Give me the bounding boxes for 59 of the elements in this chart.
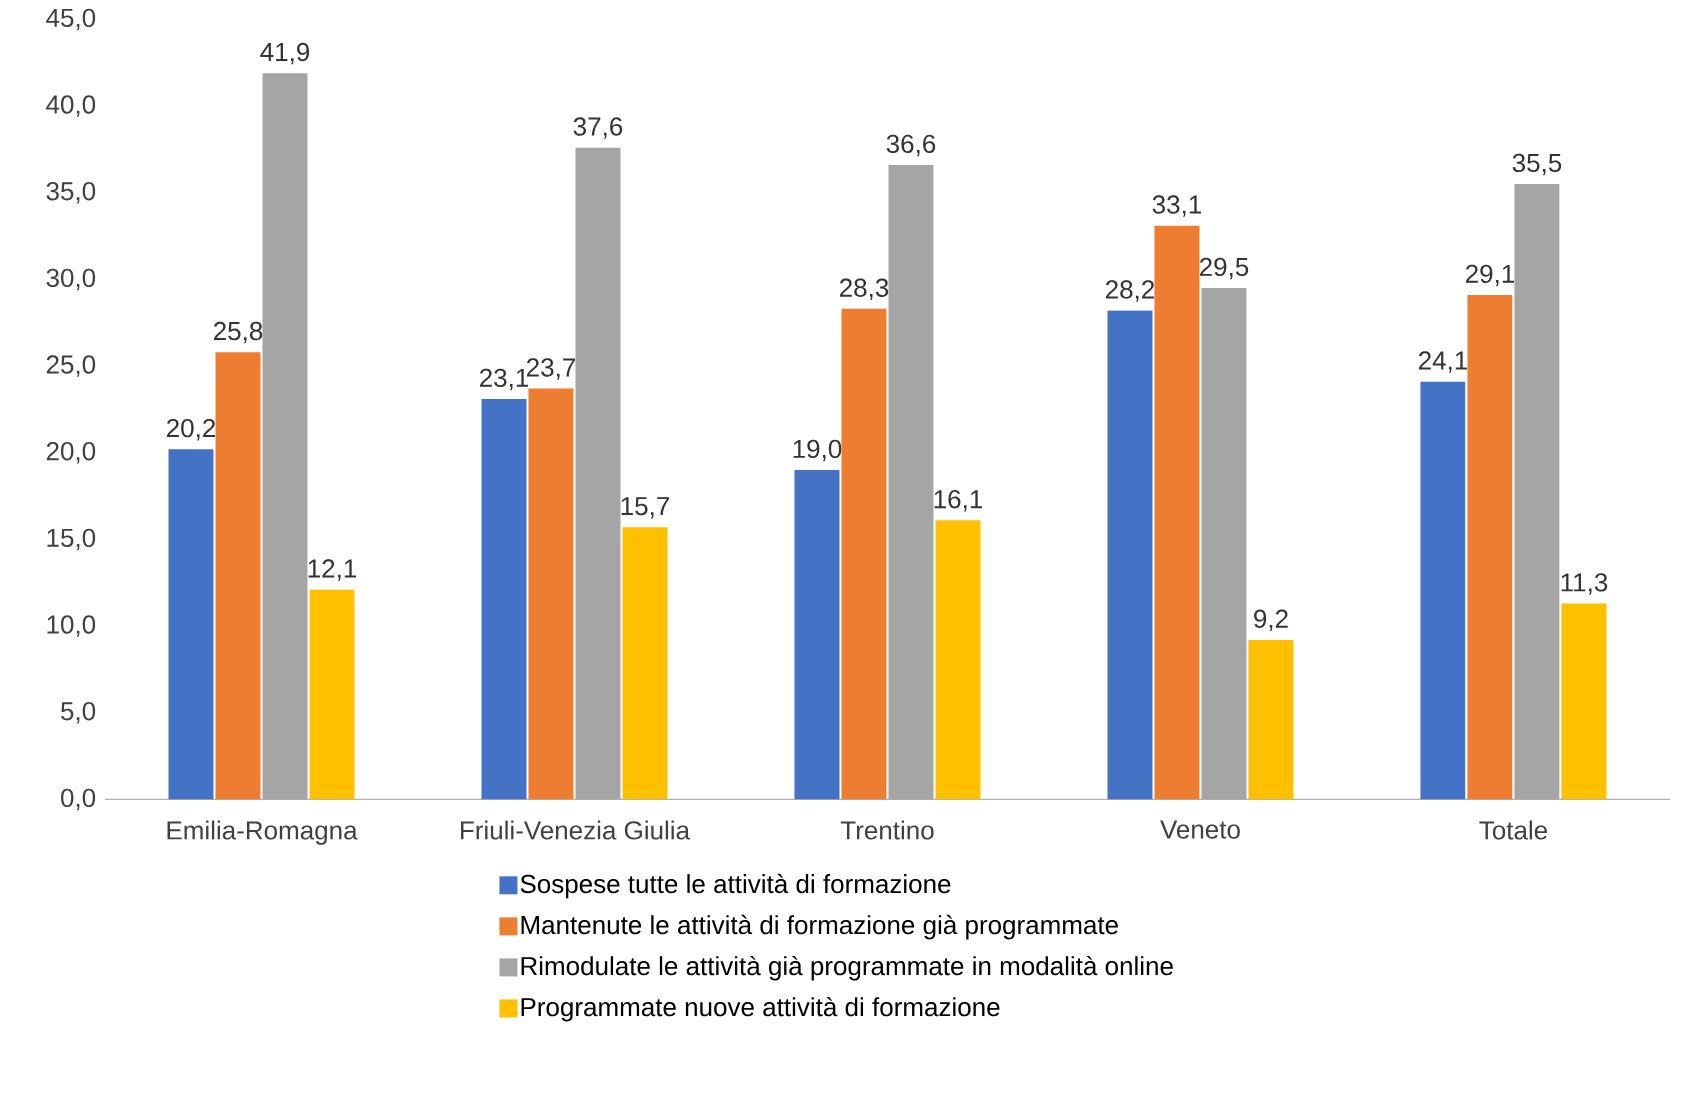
data-label: 36,6 (886, 134, 936, 156)
data-label: 9,2 (1254, 609, 1288, 631)
data-label: 33,1 (1152, 195, 1201, 217)
x-tick-label: Emilia-Romagna (167, 820, 358, 845)
bar (168, 449, 214, 800)
data-label: 41,9 (260, 42, 310, 65)
data-label: 19,0 (793, 439, 842, 462)
y-tick-label: 40,0 (46, 95, 96, 117)
data-label: 35,5 (1512, 153, 1562, 176)
y-tick-label: 45,0 (46, 8, 96, 30)
bar (1514, 183, 1560, 800)
data-label: 28,2 (1105, 280, 1154, 302)
bar (575, 147, 621, 800)
data-label: 37,6 (573, 117, 623, 139)
y-tick-label: 20,0 (46, 441, 96, 464)
bar (935, 520, 981, 800)
bar (1467, 294, 1513, 800)
legend-label: Rimodulate le attività già programmate in modalità online (521, 955, 1173, 981)
x-tick-label: Totale (1479, 820, 1548, 840)
data-label: 12,1 (308, 559, 357, 581)
data-label: 29,5 (1199, 257, 1249, 280)
y-tick-label: 0,0 (61, 788, 96, 810)
y-tick-label: 25,0 (46, 355, 96, 377)
bar (309, 589, 355, 800)
legend-label: Programmate nuove attività di formazione (521, 996, 1000, 1022)
bar (262, 72, 308, 800)
bar (1561, 603, 1607, 800)
data-label: 15,7 (621, 496, 669, 519)
legend-label: Sospese tutte le attività di formazione (520, 873, 951, 899)
bar (888, 164, 934, 800)
data-label: 23,1 (479, 368, 529, 390)
y-tick-label: 30,0 (46, 268, 96, 290)
data-label: 23,7 (526, 358, 575, 380)
bar (1201, 287, 1247, 800)
data-label: 28,3 (839, 278, 889, 300)
bar (481, 398, 527, 800)
bar (215, 352, 261, 800)
legend-label: Mantenute le attività di formazione già programmate (521, 914, 1118, 940)
x-tick-label: Friuli-Venezia Giulia (461, 820, 691, 840)
data-label: 29,1 (1465, 264, 1514, 286)
y-tick-label: 10,0 (47, 615, 96, 637)
y-tick-label: 15,0 (47, 528, 96, 550)
bar (528, 388, 574, 800)
y-tick-label: 35,0 (46, 181, 96, 204)
y-tick-label: 5,0 (61, 701, 96, 724)
x-tick-label: Veneto (1160, 820, 1240, 839)
bar (1107, 310, 1153, 800)
data-label: 25,8 (214, 321, 263, 344)
bar (1248, 639, 1294, 800)
data-label: 16,1 (934, 489, 983, 512)
data-label: 24,1 (1418, 351, 1467, 373)
data-label: 11,3 (1561, 572, 1608, 595)
bar (841, 308, 887, 800)
bar (794, 469, 840, 800)
x-tick-label: Trentino (840, 820, 934, 840)
bar (622, 527, 668, 800)
bar (1154, 225, 1200, 800)
bar (1420, 381, 1466, 800)
data-label: 20,2 (167, 418, 215, 441)
